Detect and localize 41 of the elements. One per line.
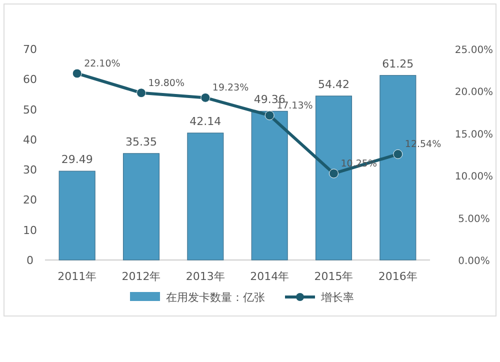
data-label: 42.14 [190,114,222,128]
x-tick-label: 2015年 [314,270,354,283]
legend-label: 在用发卡数量：亿张 [166,291,265,304]
y-tick-label: 50 [23,103,37,116]
y2-tick-label: 5.00% [458,214,490,225]
y-tick-label: 20 [23,194,37,207]
x-tick-label: 2012年 [122,270,161,283]
data-label: 35.35 [126,135,157,148]
data-label: 19.23% [212,82,249,94]
data-label: 10.25% [340,158,377,170]
y-tick-label: 70 [23,43,37,56]
legend-label: 增长率 [320,291,354,304]
bar [251,110,288,260]
y-tick-label: 10 [23,224,37,237]
point [393,149,403,159]
point [264,110,274,120]
point [200,92,210,102]
point [136,88,146,98]
data-label: 54.42 [318,78,350,91]
y2-tick-label: 20.00% [454,87,494,98]
data-label: 19.80% [148,78,184,89]
y-tick-label: 0 [26,254,34,267]
point [329,168,338,178]
x-tick-label: 2016年 [378,270,418,283]
x-tick-label: 2014年 [250,270,290,283]
y-tick-label: 40 [23,133,37,146]
y2-tick-label: 25.00% [454,45,494,56]
y-tick-label: 30 [23,164,37,177]
y2-tick-label: 10.00% [454,172,494,183]
data-label: 29.49 [61,153,93,166]
y2-tick-label: 0.00% [458,256,490,267]
data-label: 22.10% [84,58,120,70]
data-label: 61.25 [382,57,414,70]
point [72,68,82,78]
bar [122,153,160,260]
bar [187,132,224,260]
y2-tick-label: 15.00% [454,129,494,140]
x-tick-label: 2013年 [186,270,225,283]
x-tick-label: 2011年 [58,270,97,283]
bar [58,170,96,260]
y-tick-label: 60 [23,73,37,86]
